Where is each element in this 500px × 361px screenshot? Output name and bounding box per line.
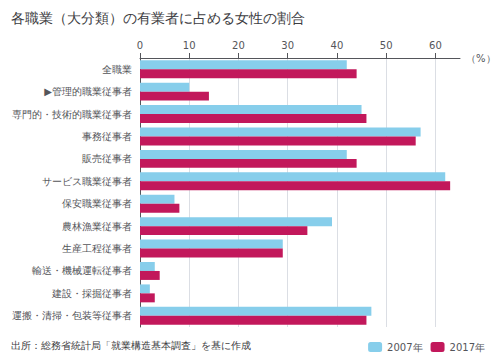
svg-text:販売従事者: 販売従事者	[82, 153, 132, 164]
svg-text:生産工程従事者: 生産工程従事者	[62, 243, 132, 254]
svg-text:2007年: 2007年	[387, 342, 422, 353]
svg-text:全職業: 全職業	[102, 64, 132, 75]
svg-text:農林漁業従事者: 農林漁業従事者	[62, 221, 132, 232]
svg-text:建設・採掘従事者: 建設・採掘従事者	[51, 288, 132, 299]
svg-text:10: 10	[183, 40, 196, 51]
svg-text:20: 20	[232, 40, 245, 51]
svg-text:運搬・清掃・包装等従事者: 運搬・清掃・包装等従事者	[12, 310, 132, 321]
svg-text:各職業（大分類）の有業者に占める女性の割合: 各職業（大分類）の有業者に占める女性の割合	[11, 10, 305, 26]
svg-text:30: 30	[281, 40, 294, 51]
svg-text:専門的・技術的職業従事者: 専門的・技術的職業従事者	[12, 109, 132, 120]
svg-text:60: 60	[429, 40, 442, 51]
svg-text:輸送・機械運転従事者: 輸送・機械運転従事者	[32, 265, 132, 276]
svg-text:0: 0	[137, 40, 143, 51]
svg-text:40: 40	[331, 40, 344, 51]
svg-text:出所：総務省統計局「就業構造基本調査」を基に作成: 出所：総務省統計局「就業構造基本調査」を基に作成	[11, 340, 251, 351]
svg-text:50: 50	[380, 40, 393, 51]
svg-text:事務従事者: 事務従事者	[82, 131, 132, 142]
svg-text:サービス職業従事者: サービス職業従事者	[42, 176, 132, 187]
svg-text:▶管理的職業従事者: ▶管理的職業従事者	[44, 86, 132, 97]
svg-text:保安職業従事者: 保安職業従事者	[62, 198, 132, 209]
svg-text:（%）: （%）	[466, 53, 496, 64]
svg-text:2017年: 2017年	[450, 342, 485, 353]
